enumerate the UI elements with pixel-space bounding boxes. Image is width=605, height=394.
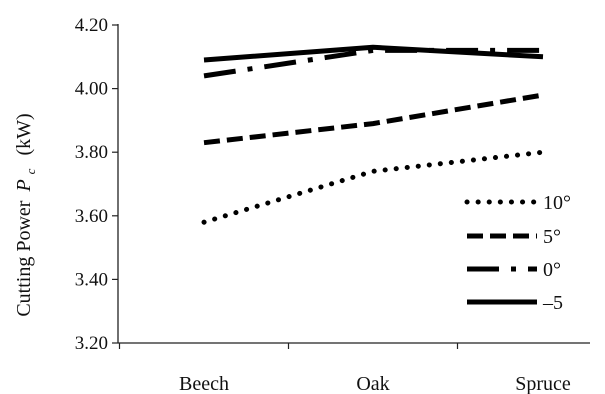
- axes: [117, 24, 590, 344]
- y-ticks: 3.20 3.40 3.60 3.80 4.00 4.20: [75, 15, 118, 354]
- y-tick-label: 3.40: [75, 269, 108, 290]
- y-tick-label: 3.80: [75, 142, 108, 163]
- y-tick-label: 4.00: [75, 79, 108, 100]
- y-axis-title-unit: (kW): [13, 113, 35, 155]
- series-lines: [201, 44, 546, 225]
- y-axis-title-prefix: Cutting Power: [13, 200, 35, 316]
- x-ticks: Beech Oak Spruce: [118, 343, 571, 394]
- legend-label-0: 10°: [543, 192, 571, 214]
- x-category-label: Spruce: [515, 373, 571, 394]
- series-line-0: [201, 149, 546, 225]
- legend-label-1: 5°: [543, 226, 561, 248]
- y-axis-title-subscript: c: [23, 168, 38, 174]
- series-line-2: [203, 47, 543, 79]
- y-tick-label: 3.60: [75, 206, 108, 227]
- y-axis-title-symbol: P: [13, 179, 35, 192]
- y-tick-label: 4.20: [75, 15, 108, 36]
- legend-label-2: 0°: [543, 259, 561, 281]
- legend-label-3: –5: [542, 292, 563, 314]
- series-line-1: [203, 92, 544, 146]
- x-category-label: Beech: [179, 373, 229, 394]
- legend: 10° 5° 0° –5: [464, 192, 571, 314]
- series-line-3: [203, 44, 544, 63]
- y-tick-label: 3.20: [75, 333, 108, 354]
- svg-text:Cutting Power P c: Cutting Power P c (kW): [13, 113, 40, 316]
- x-category-label: Oak: [356, 373, 389, 394]
- y-axis-title: Cutting Power P c (kW): [13, 113, 40, 316]
